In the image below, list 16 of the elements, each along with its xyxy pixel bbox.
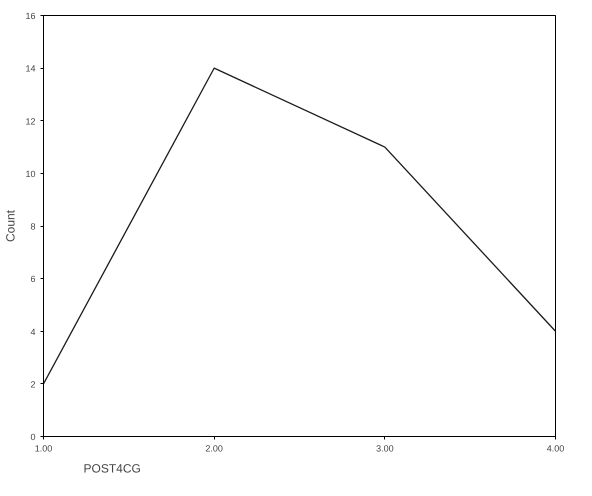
y-tick-label: 14	[25, 64, 36, 74]
y-tick-label: 12	[25, 116, 36, 126]
line-series	[44, 67, 556, 385]
y-axis-title: Count	[3, 209, 18, 242]
y-tick-label: 4	[30, 326, 36, 337]
x-tick-label: 3.00	[376, 444, 394, 454]
y-tick-label: 8	[30, 222, 36, 232]
y-tick-label: 0	[30, 432, 36, 442]
x-tick-label: 4.00	[546, 444, 564, 454]
y-tick-label: 10	[25, 168, 36, 179]
y-tick-label: 6	[30, 274, 36, 284]
x-axis-title: POST4CG	[84, 462, 141, 476]
x-tick-label: 2.00	[205, 444, 223, 454]
x-tick-label: 1.00	[34, 444, 52, 454]
y-tick-label: 16	[25, 11, 36, 21]
y-tick-label: 2	[30, 379, 36, 390]
